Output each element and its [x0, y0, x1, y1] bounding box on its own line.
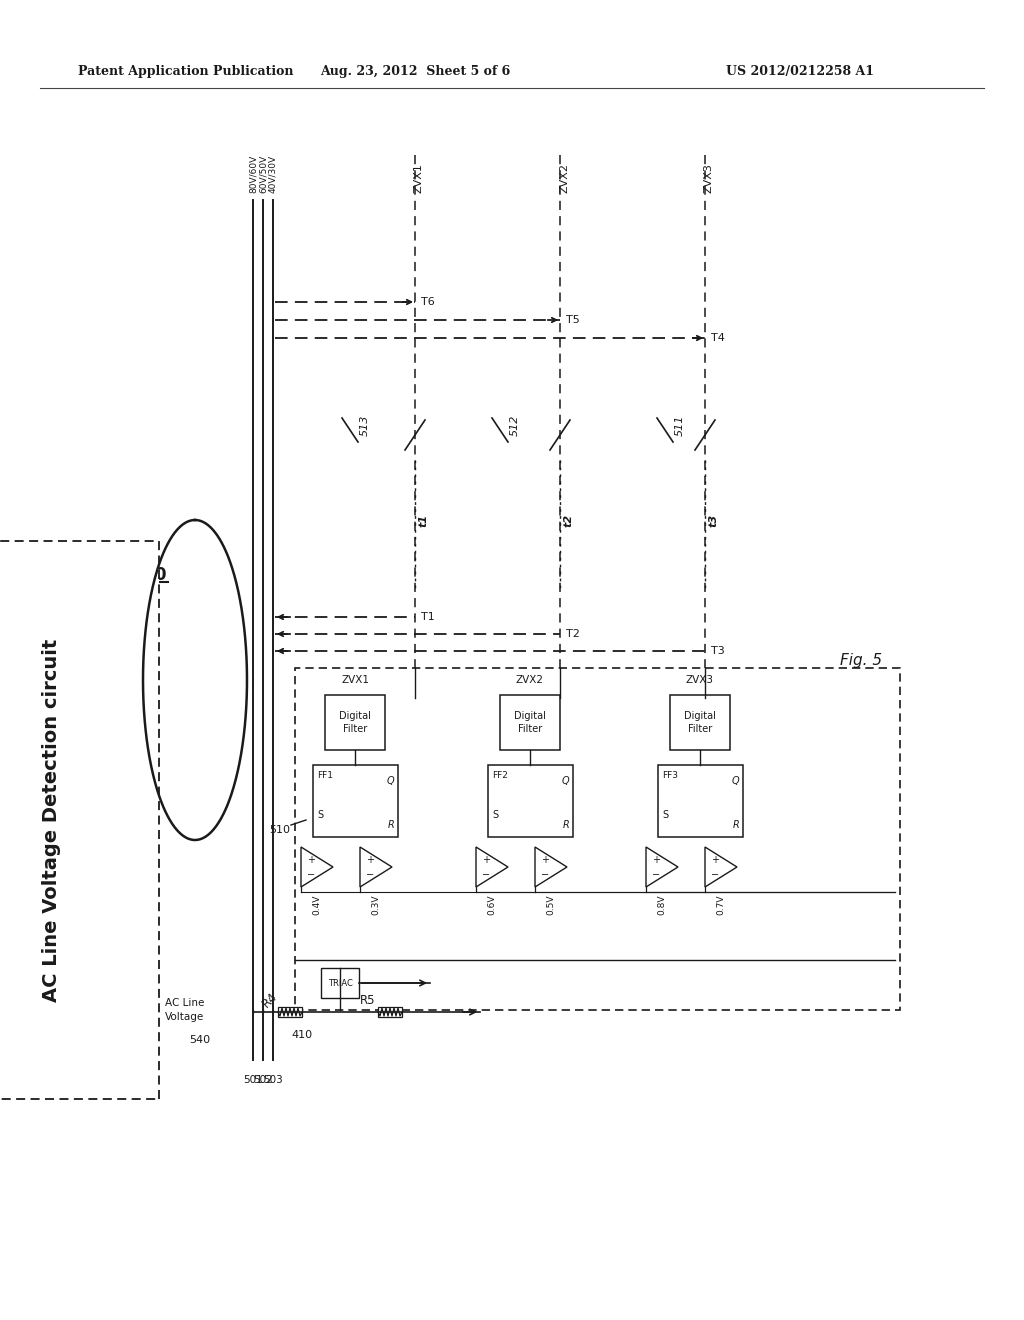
Text: +: + — [541, 855, 549, 865]
Text: t3: t3 — [709, 513, 719, 527]
Text: 511: 511 — [675, 414, 685, 436]
Text: 40V/30V: 40V/30V — [268, 154, 278, 193]
Bar — [658, 766, 743, 837]
Bar — [378, 1007, 402, 1016]
Text: S: S — [662, 810, 668, 820]
Text: Aug. 23, 2012  Sheet 5 of 6: Aug. 23, 2012 Sheet 5 of 6 — [319, 66, 510, 78]
Text: 510: 510 — [269, 825, 290, 836]
Text: 500: 500 — [133, 566, 167, 583]
Bar — [321, 968, 359, 998]
Text: 513: 513 — [360, 414, 370, 436]
Text: AC Line
Voltage: AC Line Voltage — [165, 998, 205, 1022]
Text: Digital
Filter: Digital Filter — [684, 711, 716, 734]
Bar — [278, 1007, 302, 1016]
Text: T2: T2 — [566, 630, 580, 639]
Text: −: − — [711, 870, 719, 880]
Text: −: − — [307, 870, 315, 880]
Text: 0.3V: 0.3V — [372, 895, 381, 915]
Text: AC Line Voltage Detection circuit: AC Line Voltage Detection circuit — [43, 639, 61, 1002]
Text: +: + — [482, 855, 490, 865]
Bar — [325, 696, 385, 750]
Text: 0.7V: 0.7V — [717, 895, 725, 915]
Text: ZVX3: ZVX3 — [686, 675, 714, 685]
Text: −: − — [482, 870, 490, 880]
Text: R: R — [562, 820, 569, 830]
Text: +: + — [711, 855, 719, 865]
Text: 512: 512 — [510, 414, 520, 436]
Text: +: + — [652, 855, 660, 865]
Text: TRIAC: TRIAC — [328, 978, 352, 987]
Text: R: R — [387, 820, 394, 830]
Polygon shape — [535, 847, 567, 887]
Bar — [488, 766, 573, 837]
Text: Q: Q — [561, 776, 569, 785]
Polygon shape — [705, 847, 737, 887]
Text: +: + — [307, 855, 315, 865]
Text: 0.8V: 0.8V — [657, 895, 667, 915]
Text: 80V/60V: 80V/60V — [249, 154, 257, 193]
Bar — [500, 696, 560, 750]
Text: S: S — [317, 810, 324, 820]
Text: R: R — [732, 820, 739, 830]
Text: R4: R4 — [260, 990, 281, 1010]
Polygon shape — [476, 847, 508, 887]
Text: US 2012/0212258 A1: US 2012/0212258 A1 — [726, 66, 874, 78]
Text: 410: 410 — [292, 1030, 312, 1040]
Polygon shape — [360, 847, 392, 887]
Text: 0.4V: 0.4V — [312, 895, 322, 915]
Text: Patent Application Publication: Patent Application Publication — [78, 66, 294, 78]
Text: ZVX2: ZVX2 — [516, 675, 544, 685]
Text: T3: T3 — [711, 645, 725, 656]
Text: 540: 540 — [189, 1035, 211, 1045]
Text: R5: R5 — [360, 994, 376, 1006]
Text: FF3: FF3 — [662, 771, 678, 780]
Text: −: − — [652, 870, 660, 880]
Text: 501: 501 — [243, 1074, 263, 1085]
Text: ZVX1: ZVX1 — [341, 675, 369, 685]
Text: ZVX1: ZVX1 — [414, 162, 424, 193]
Text: 503: 503 — [263, 1074, 283, 1085]
Bar — [295, 668, 900, 1010]
Text: −: − — [366, 870, 374, 880]
Text: ZVX3: ZVX3 — [705, 162, 714, 193]
Text: Digital
Filter: Digital Filter — [514, 711, 546, 734]
Text: Digital
Filter: Digital Filter — [339, 711, 371, 734]
Text: t1: t1 — [419, 513, 429, 527]
Text: t2: t2 — [564, 513, 574, 527]
Text: −: − — [541, 870, 549, 880]
Text: T6: T6 — [421, 297, 435, 308]
Text: 60V/50V: 60V/50V — [258, 154, 267, 193]
Text: 0.5V: 0.5V — [547, 895, 555, 915]
Text: FF2: FF2 — [492, 771, 508, 780]
Text: FF1: FF1 — [317, 771, 333, 780]
Bar — [670, 696, 730, 750]
Text: T4: T4 — [711, 333, 725, 343]
Text: T5: T5 — [566, 315, 580, 325]
Text: 502: 502 — [253, 1074, 272, 1085]
Text: S: S — [492, 810, 498, 820]
Polygon shape — [646, 847, 678, 887]
Text: +: + — [366, 855, 374, 865]
Text: Q: Q — [731, 776, 739, 785]
Text: Fig. 5: Fig. 5 — [840, 652, 882, 668]
Text: 0.6V: 0.6V — [487, 895, 497, 915]
Polygon shape — [301, 847, 333, 887]
Text: ZVX2: ZVX2 — [559, 162, 569, 193]
Bar — [313, 766, 398, 837]
Text: T1: T1 — [421, 612, 435, 622]
Text: Q: Q — [386, 776, 394, 785]
